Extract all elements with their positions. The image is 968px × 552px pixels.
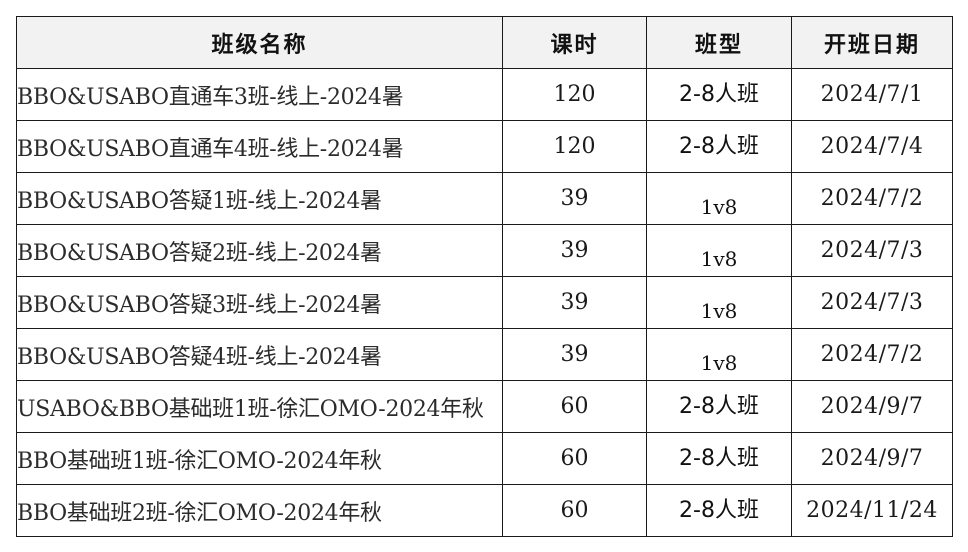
- hours-cell: 120: [502, 120, 647, 173]
- class-name-cell: BBO基础班1班-徐汇OMO-2024年秋: [16, 432, 503, 485]
- table-row: BBO&USABO答疑1班-线上-2024暑 39 1v8 2024/7/2: [16, 172, 953, 225]
- start-date-cell: 2024/7/3: [791, 224, 953, 277]
- class-type-cell: 2-8人班: [646, 380, 792, 433]
- start-date-cell: 2024/9/7: [791, 380, 953, 433]
- hours-cell: 120: [502, 68, 647, 121]
- table-row: USABO&BBO基础班1班-徐汇OMO-2024年秋 60 2-8人班 202…: [16, 380, 953, 433]
- start-date-cell: 2024/11/24: [791, 484, 953, 537]
- table-row: BBO&USABO直通车4班-线上-2024暑 120 2-8人班 2024/7…: [16, 120, 953, 173]
- header-class-name: 班级名称: [16, 16, 503, 69]
- class-type-label: 2-8人班: [679, 81, 759, 107]
- class-type-cell: 2-8人班: [646, 120, 792, 173]
- start-date-cell: 2024/7/2: [791, 328, 953, 381]
- table-row: BBO基础班1班-徐汇OMO-2024年秋 60 2-8人班 2024/9/7: [16, 432, 953, 485]
- class-name-cell: BBO&USABO答疑3班-线上-2024暑: [16, 276, 503, 329]
- header-hours: 课时: [502, 16, 647, 69]
- hours-cell: 39: [502, 328, 647, 381]
- header-start-date: 开班日期: [791, 16, 953, 69]
- start-date-cell: 2024/7/4: [791, 120, 953, 173]
- class-type-label: 1v8: [700, 298, 738, 323]
- table-row: BBO&USABO答疑3班-线上-2024暑 39 1v8 2024/7/3: [16, 276, 953, 329]
- hours-cell: 60: [502, 484, 647, 537]
- start-date-cell: 2024/7/1: [791, 68, 953, 121]
- class-type-label: 2-8人班: [679, 445, 759, 471]
- class-type-label: 1v8: [700, 246, 738, 271]
- header-row: 班级名称 课时 班型 开班日期: [16, 16, 953, 69]
- class-name-cell: BBO基础班2班-徐汇OMO-2024年秋: [16, 484, 503, 537]
- hours-cell: 60: [502, 380, 647, 433]
- class-type-cell: 2-8人班: [646, 432, 792, 485]
- hours-cell: 39: [502, 224, 647, 277]
- class-type-label: 2-8人班: [679, 393, 759, 419]
- table-row: BBO&USABO直通车3班-线上-2024暑 120 2-8人班 2024/7…: [16, 68, 953, 121]
- class-name-cell: BBO&USABO答疑2班-线上-2024暑: [16, 224, 503, 277]
- class-type-label: 2-8人班: [679, 497, 759, 523]
- class-type-label: 1v8: [700, 350, 738, 375]
- class-name-cell: BBO&USABO答疑1班-线上-2024暑: [16, 172, 503, 225]
- table-row: BBO&USABO答疑4班-线上-2024暑 39 1v8 2024/7/2: [16, 328, 953, 381]
- table-header: 班级名称 课时 班型 开班日期: [16, 16, 953, 69]
- start-date-cell: 2024/7/3: [791, 276, 953, 329]
- table-row: BBO&USABO答疑2班-线上-2024暑 39 1v8 2024/7/3: [16, 224, 953, 277]
- hours-cell: 39: [502, 276, 647, 329]
- class-name-cell: BBO&USABO答疑4班-线上-2024暑: [16, 328, 503, 381]
- header-class-type: 班型: [646, 16, 792, 69]
- class-type-cell: 1v8: [646, 224, 792, 277]
- class-type-label: 2-8人班: [679, 133, 759, 159]
- table-row: BBO基础班2班-徐汇OMO-2024年秋 60 2-8人班 2024/11/2…: [16, 484, 953, 537]
- class-type-cell: 1v8: [646, 172, 792, 225]
- hours-cell: 39: [502, 172, 647, 225]
- class-type-cell: 2-8人班: [646, 68, 792, 121]
- start-date-cell: 2024/9/7: [791, 432, 953, 485]
- class-schedule-table: 班级名称 课时 班型 开班日期 BBO&USABO直通车3班-线上-2024暑 …: [16, 16, 953, 537]
- class-name-cell: USABO&BBO基础班1班-徐汇OMO-2024年秋: [16, 380, 503, 433]
- class-name-cell: BBO&USABO直通车3班-线上-2024暑: [16, 68, 503, 121]
- class-type-cell: 2-8人班: [646, 484, 792, 537]
- class-name-cell: BBO&USABO直通车4班-线上-2024暑: [16, 120, 503, 173]
- hours-cell: 60: [502, 432, 647, 485]
- table-body: BBO&USABO直通车3班-线上-2024暑 120 2-8人班 2024/7…: [16, 68, 953, 537]
- start-date-cell: 2024/7/2: [791, 172, 953, 225]
- class-type-cell: 1v8: [646, 276, 792, 329]
- class-type-cell: 1v8: [646, 328, 792, 381]
- class-type-label: 1v8: [700, 194, 738, 219]
